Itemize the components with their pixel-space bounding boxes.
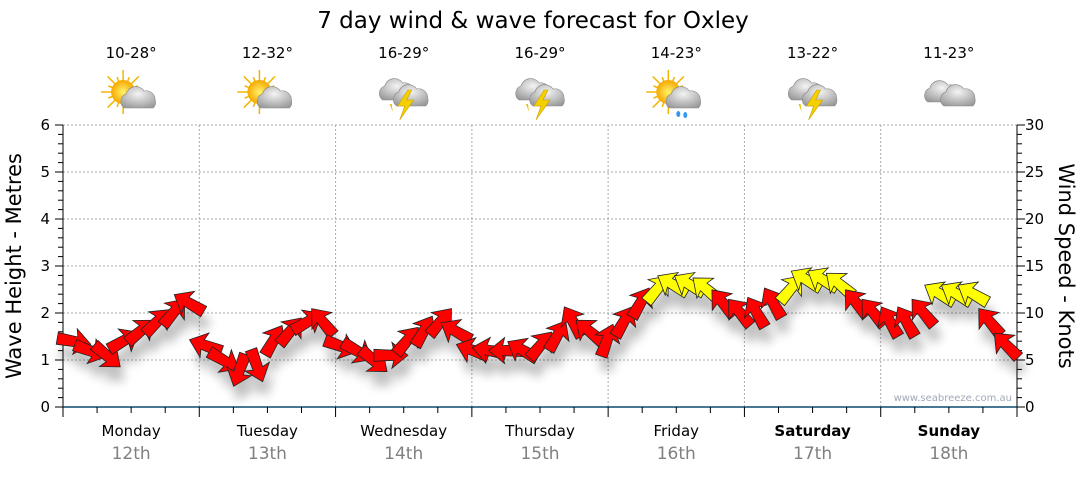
storm-icon (379, 78, 429, 121)
date-label: 18th (929, 444, 968, 464)
day-label: Friday (654, 422, 700, 440)
storm-icon (788, 78, 838, 121)
y-tick-right: 5 (1025, 351, 1035, 369)
temperature-range: 16-29° (378, 44, 429, 62)
wind-arrow (226, 351, 253, 387)
wind-arrow (311, 308, 339, 340)
y-tick-right: 0 (1025, 398, 1035, 416)
wind-arrow (205, 346, 240, 373)
temperature-range: 14-23° (651, 44, 702, 62)
y-axis-left-title: Wave Height - Metres (2, 153, 26, 379)
y-tick-left: 3 (40, 257, 50, 275)
y-tick-right: 25 (1025, 163, 1044, 181)
date-label: 16th (657, 444, 696, 464)
temperature-range: 11-23° (923, 44, 974, 62)
wind-arrow (157, 298, 186, 330)
temperature-range: 16-29° (514, 44, 565, 62)
date-label: 14th (384, 444, 423, 464)
wind-arrow (774, 275, 803, 307)
date-label: 12th (112, 444, 151, 464)
axes: 0 01 52 103 154 205 256 30Monday12thTuesday13th… (40, 116, 1044, 464)
y-tick-left: 5 (40, 163, 50, 181)
chart-title: 7 day wind & wave forecast for Oxley (317, 8, 749, 34)
cloudy-icon (924, 80, 976, 107)
wind-arrow (911, 298, 940, 330)
day-label: Tuesday (236, 422, 298, 440)
day-label: Monday (102, 422, 161, 440)
weather-icons: 10-28° 12-32° 16-29° 16-29° 14-23° 13-22° 11-2… (101, 44, 976, 121)
wind-arrow (993, 332, 1024, 363)
partly-cloudy-icon (237, 70, 293, 114)
temperature-range: 13-22° (787, 44, 838, 62)
wind-arrow (542, 320, 570, 354)
date-label: 13th (248, 444, 287, 464)
temperature-range: 12-32° (242, 44, 293, 62)
y-tick-left: 0 (40, 398, 50, 416)
wind-arrow (173, 290, 208, 318)
day-label: Saturday (774, 422, 851, 440)
date-label: 17th (793, 444, 832, 464)
temperature-range: 10-28° (106, 44, 157, 62)
wind-arrow (957, 281, 992, 308)
watermark: www.seabreeze.com.au (894, 393, 1012, 404)
y-tick-right: 20 (1025, 210, 1044, 228)
day-label: Sunday (918, 422, 981, 440)
y-tick-left: 6 (40, 116, 50, 134)
grid (63, 124, 1017, 407)
wind-arrows (55, 267, 1024, 387)
y-tick-right: 30 (1025, 116, 1044, 134)
partly-cloudy-icon (101, 70, 156, 114)
day-label: Thursday (504, 422, 575, 440)
y-tick-left: 4 (40, 210, 50, 228)
y-tick-right: 15 (1025, 257, 1044, 275)
storm-icon (515, 78, 565, 121)
y-tick-left: 2 (40, 304, 50, 322)
wind-arrow (243, 347, 271, 383)
day-label: Wednesday (360, 422, 447, 440)
y-tick-right: 10 (1025, 304, 1044, 322)
partly-cloudy-showers-icon (646, 70, 701, 118)
date-label: 15th (520, 444, 559, 464)
y-axis-right-title: Wind Speed - Knots (1054, 163, 1078, 368)
y-tick-left: 1 (40, 351, 50, 369)
